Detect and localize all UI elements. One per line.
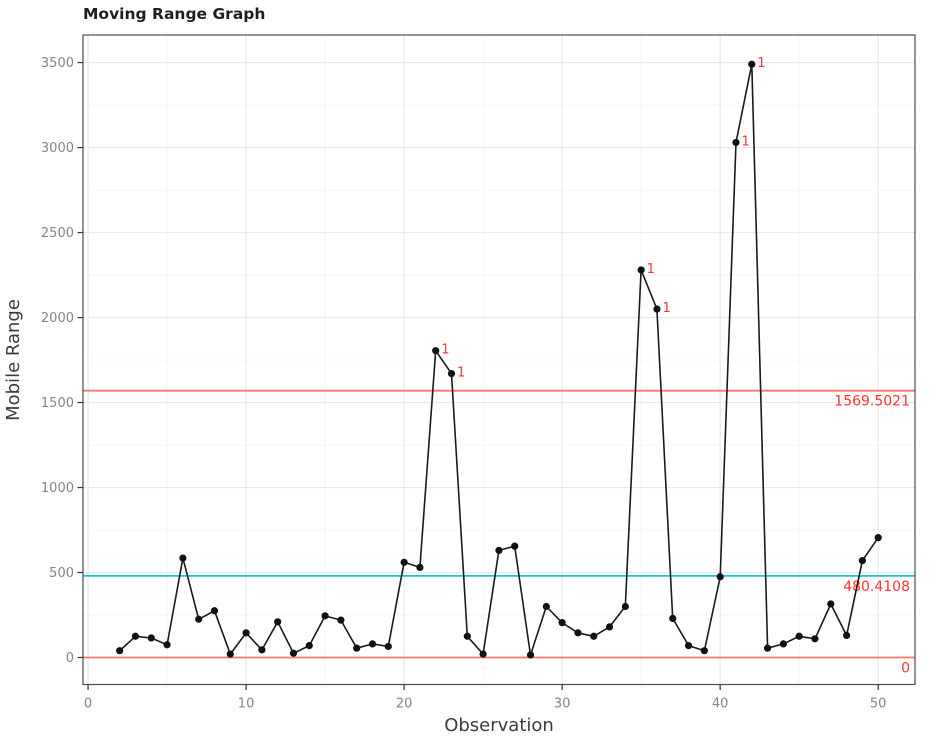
data-point — [416, 563, 424, 572]
data-point — [210, 607, 219, 615]
ooc-flag: 1 — [662, 301, 670, 316]
data-point — [811, 635, 819, 643]
data-point — [526, 651, 535, 659]
data-point — [763, 644, 772, 652]
chart-title: Moving Range Graph — [83, 5, 265, 23]
x-tick-label: 30 — [554, 697, 571, 712]
data-point — [621, 602, 629, 611]
data-point — [131, 632, 140, 640]
data-point — [669, 614, 677, 623]
data-point — [542, 602, 550, 611]
x-axis-title: Observation — [444, 715, 554, 736]
x-tick-label: 10 — [238, 697, 255, 712]
data-point — [305, 642, 313, 650]
data-point — [495, 546, 503, 555]
data-point — [147, 634, 155, 642]
data-point — [700, 647, 708, 655]
data-point — [400, 558, 408, 566]
data-point — [353, 644, 361, 652]
data-point — [258, 646, 266, 654]
data-point — [684, 642, 693, 650]
control-label-cl: 480.4108 — [843, 579, 910, 595]
y-tick-label: 500 — [49, 566, 74, 581]
data-point — [874, 534, 882, 542]
data-point — [368, 640, 377, 648]
x-tick-label: 50 — [870, 697, 887, 712]
y-tick-label: 3000 — [41, 141, 74, 156]
data-point — [842, 631, 851, 640]
data-point — [242, 629, 250, 637]
data-point — [716, 573, 724, 581]
control-label-ucl: 1569.5021 — [834, 394, 910, 410]
x-tick-label: 40 — [712, 697, 729, 712]
data-point — [732, 138, 740, 147]
data-point — [748, 60, 756, 68]
y-tick-label: 2000 — [41, 311, 74, 326]
data-point — [226, 650, 234, 658]
panel-border — [82, 34, 916, 686]
x-tick-label: 0 — [84, 697, 92, 712]
y-tick-label: 2500 — [41, 226, 74, 241]
y-tick-label: 1000 — [41, 481, 74, 496]
data-point — [384, 642, 392, 651]
data-point — [779, 640, 787, 648]
y-tick-label: 0 — [66, 651, 74, 666]
data-point — [321, 612, 329, 620]
data-point — [590, 632, 598, 640]
data-point — [511, 542, 519, 550]
data-point — [116, 647, 124, 655]
data-point — [574, 629, 582, 637]
ooc-flag: 1 — [757, 56, 765, 71]
y-axis-title: Mobile Range — [3, 299, 24, 421]
data-point — [337, 616, 345, 624]
data-point — [605, 623, 614, 631]
data-point — [858, 557, 866, 565]
ooc-flag: 1 — [441, 343, 449, 358]
data-point — [195, 615, 203, 623]
data-point — [795, 632, 803, 640]
x-tick-label: 20 — [396, 697, 413, 712]
data-point — [447, 370, 456, 378]
data-point — [163, 641, 171, 649]
ooc-flag: 1 — [647, 262, 655, 277]
ooc-flag: 1 — [457, 366, 465, 381]
data-point — [463, 632, 471, 640]
control-label-lcl: 0 — [901, 661, 910, 677]
data-point — [827, 600, 835, 608]
data-point — [179, 554, 187, 562]
data-point — [432, 347, 440, 355]
y-tick-label: 3500 — [41, 56, 74, 71]
data-point — [289, 649, 298, 657]
data-point — [637, 266, 645, 274]
data-point — [653, 305, 661, 313]
y-tick-label: 1500 — [41, 396, 74, 411]
data-point — [479, 650, 487, 658]
data-point — [558, 619, 566, 627]
ooc-flag: 1 — [741, 134, 749, 149]
data-point — [274, 618, 282, 626]
